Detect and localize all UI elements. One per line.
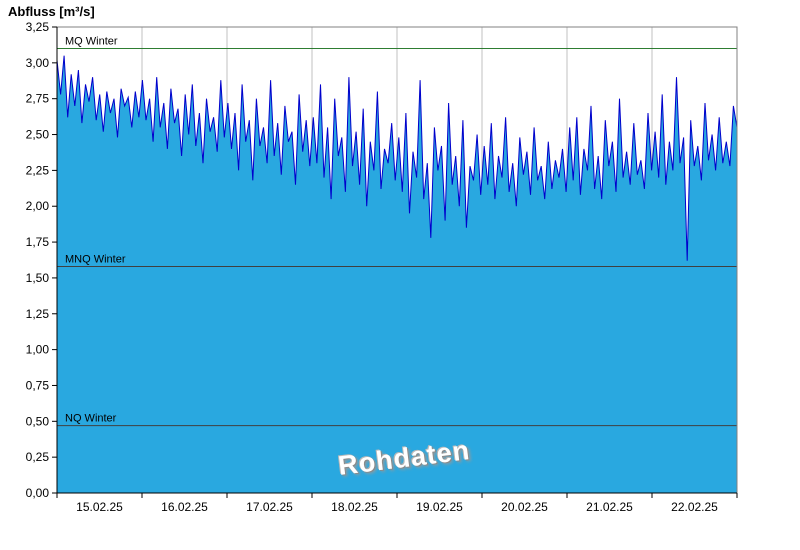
y-axis-label: 3,25 (26, 20, 50, 34)
y-axis-label: 1,75 (26, 235, 50, 249)
area-series-fill (57, 55, 737, 493)
refline-label-nq-winter: NQ Winter (65, 413, 117, 425)
y-axis-label: 2,75 (26, 92, 50, 106)
x-axis-label: 16.02.25 (161, 500, 208, 514)
y-axis-label: 0,25 (26, 450, 50, 464)
x-axis-label: 20.02.25 (501, 500, 548, 514)
y-axis-label: 2,25 (26, 163, 50, 177)
refline-label-mnq-winter: MNQ Winter (65, 253, 126, 265)
y-axis-label: 2,00 (26, 199, 50, 213)
y-axis-label: 2,50 (26, 128, 50, 142)
y-axis-label: 3,00 (26, 56, 50, 70)
x-axis-label: 17.02.25 (246, 500, 293, 514)
y-axis-label: 0,75 (26, 378, 50, 392)
x-axis-label: 18.02.25 (331, 500, 378, 514)
y-axis-label: 1,25 (26, 307, 50, 321)
refline-label-mq-winter: MQ Winter (65, 36, 118, 48)
line-series (56, 55, 738, 261)
x-axis-label: 22.02.25 (671, 500, 718, 514)
y-axis-label: 1,50 (26, 271, 50, 285)
y-axis-label: 0,00 (26, 486, 50, 500)
x-axis-label: 15.02.25 (76, 500, 123, 514)
x-axis-label: 21.02.25 (586, 500, 633, 514)
x-axis-label: 19.02.25 (416, 500, 463, 514)
y-axis-label: 1,00 (26, 343, 50, 357)
chart-title: Abfluss [m³/s] (8, 4, 95, 19)
y-axis-label: 0,50 (26, 414, 50, 428)
